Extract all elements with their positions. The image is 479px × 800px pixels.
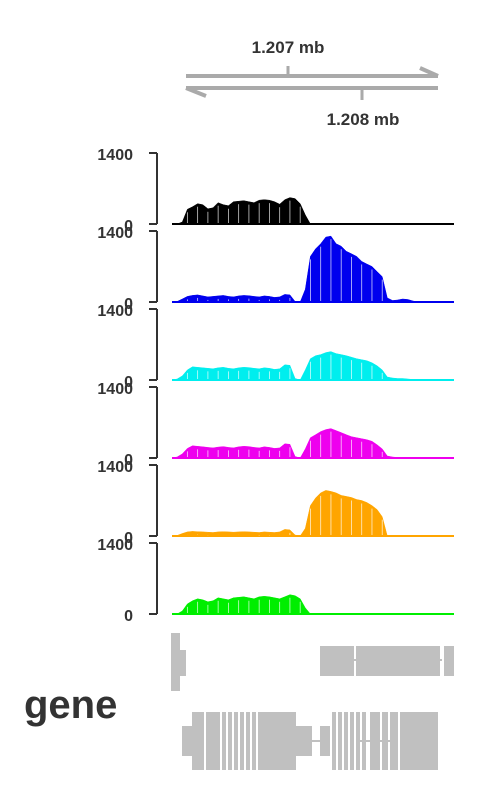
y-tick-label-max: 1400 xyxy=(97,537,133,554)
y-tick-label-max: 1400 xyxy=(97,147,133,164)
y-tick-label-zero: 0 xyxy=(124,296,133,313)
gene-exon xyxy=(350,712,354,770)
gene-exon xyxy=(192,712,204,770)
y-tick-label-max: 1400 xyxy=(97,459,133,476)
gene-exon xyxy=(246,712,250,770)
scale-label-left: 1.207 mb xyxy=(252,38,325,57)
coverage-area xyxy=(171,428,454,459)
coverage-area xyxy=(171,235,454,303)
gene-exon xyxy=(370,712,380,770)
y-tick-label-max: 1400 xyxy=(97,381,133,398)
gene-exon xyxy=(390,712,398,770)
gene-exon xyxy=(180,650,186,676)
scale-bar: 1.207 mb 1.208 mb xyxy=(185,38,439,129)
gene-exon xyxy=(252,712,256,770)
coverage-area xyxy=(172,197,454,225)
gene-exon xyxy=(296,726,312,756)
y-tick-label-zero: 0 xyxy=(124,530,133,547)
gene-exon xyxy=(382,712,388,770)
coverage-track-2: 1400 0 xyxy=(97,225,454,313)
coverage-track-5: 1400 0 xyxy=(97,459,454,547)
gene-exon xyxy=(262,712,296,770)
y-tick-label-max: 1400 xyxy=(97,303,133,320)
gene-exon xyxy=(320,726,330,756)
scale-bar-arrow-left xyxy=(185,86,207,98)
coverage-track-3: 1400 0 xyxy=(97,303,454,391)
y-tick-label-max: 1400 xyxy=(97,225,133,242)
gene-exon xyxy=(206,712,220,770)
y-tick-label-zero: 0 xyxy=(124,452,133,469)
gene-exon xyxy=(258,712,262,770)
gene-exon xyxy=(338,712,342,770)
gene-track-label: gene xyxy=(24,683,117,727)
y-tick-label-zero: 0 xyxy=(124,608,133,625)
scale-bar-arrow-right xyxy=(419,66,439,78)
gene-exon xyxy=(356,646,440,676)
gene-track: gene xyxy=(24,633,454,770)
gene-exon xyxy=(344,712,348,770)
y-tick-label-zero: 0 xyxy=(124,374,133,391)
coverage-track-6: 1400 0 xyxy=(97,537,454,625)
scale-label-right: 1.208 mb xyxy=(327,110,400,129)
gene-exon xyxy=(444,646,454,676)
coverage-area xyxy=(172,594,454,615)
gene-exon xyxy=(400,712,438,770)
coverage-track-1: 1400 0 xyxy=(97,147,454,235)
gene-exon xyxy=(222,712,226,770)
gene-exon xyxy=(182,726,192,756)
gene-exon xyxy=(240,712,244,770)
coverage-area xyxy=(171,490,454,537)
coverage-track-4: 1400 0 xyxy=(97,381,454,469)
y-tick-label-zero: 0 xyxy=(124,218,133,235)
gene-exon xyxy=(332,712,336,770)
coverage-area xyxy=(171,351,454,381)
gene-exon xyxy=(320,646,354,676)
gene-exon xyxy=(234,712,238,770)
gene-exon xyxy=(228,712,232,770)
gene-exon xyxy=(171,633,180,691)
